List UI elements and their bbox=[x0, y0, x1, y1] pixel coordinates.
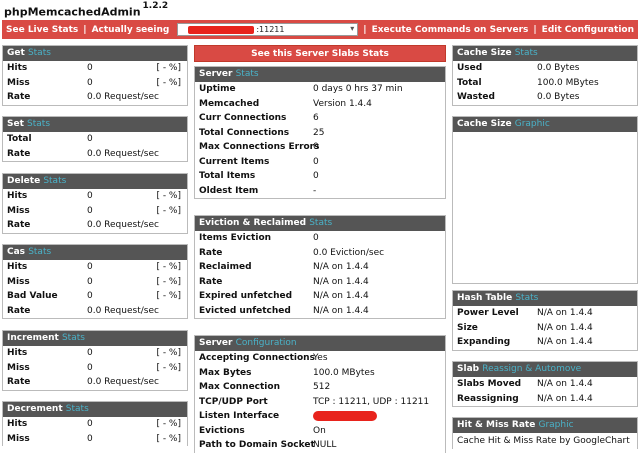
cache-size-graphic-panel: Cache Size Graphic bbox=[452, 116, 638, 284]
stat-row: Hits 0[ - %] bbox=[7, 191, 181, 202]
panel-header: Eviction & Reclaimed Stats bbox=[195, 216, 445, 231]
stat-row: Max Bytes 100.0 MBytes bbox=[199, 367, 375, 378]
redacted-host bbox=[188, 26, 255, 34]
hash-table-panel: Hash Table Stats Power Level N/A on 1.4.4… bbox=[452, 290, 638, 351]
cache-size-stats-panel: Cache Size Stats Used 0.0 Bytes Total 100.… bbox=[452, 45, 638, 106]
edit-configuration-link[interactable]: Edit Configuration bbox=[541, 24, 634, 35]
stat-row: Oldest Item - bbox=[199, 185, 317, 196]
panel-header: Set Stats bbox=[3, 117, 187, 132]
delete-stats-panel: Delete Stats Hits 0[ - %] Miss 0[ - %] Rat… bbox=[2, 173, 188, 234]
stat-row: Items Eviction 0 bbox=[199, 233, 319, 244]
live-stats-link[interactable]: See Live Stats bbox=[6, 24, 79, 35]
server-configuration-panel: Server Configuration Accepting Connectio… bbox=[194, 335, 446, 453]
server-stats-panel: Server Stats Uptime 0 days 0 hrs 37 min M… bbox=[194, 66, 446, 199]
get-stats-panel: Get Stats Hits 0[ - %] Miss 0[ - %] Rate 0.… bbox=[2, 45, 188, 106]
stat-row: Rate 0.0 Request/sec bbox=[7, 305, 159, 316]
stat-row: Miss 0[ - %] bbox=[7, 77, 181, 88]
app-title: phpMemcachedAdmin 1.2.2 bbox=[4, 1, 169, 19]
decrement-stats-panel: Decrement Stats Hits 0[ - %] Miss 0[ - %] bbox=[2, 401, 188, 446]
stat-row: Rate 0.0 Request/sec bbox=[7, 377, 159, 388]
stat-row: Expanding N/A on 1.4.4 bbox=[457, 337, 593, 348]
panel-header: Decrement Stats bbox=[3, 402, 187, 417]
panel-header: Cache Size Graphic bbox=[453, 117, 637, 132]
stat-row: Size N/A on 1.4.4 bbox=[457, 322, 593, 333]
actually-seeing-label: Actually seeing bbox=[91, 24, 170, 35]
stat-row: Miss 0[ - %] bbox=[7, 276, 181, 287]
panel-header: Hit & Miss Rate Graphic bbox=[453, 418, 637, 433]
stat-row: Max Connections Errors 0 bbox=[199, 142, 320, 153]
stat-row: Hits 0[ - %] bbox=[7, 63, 181, 74]
panel-header: Delete Stats bbox=[3, 174, 187, 189]
stat-row: Evicted unfetched N/A on 1.4.4 bbox=[199, 305, 369, 316]
stat-row: Total 100.0 MBytes bbox=[457, 77, 599, 88]
stat-row: Curr Connections 6 bbox=[199, 113, 319, 124]
stat-row: Rate N/A on 1.4.4 bbox=[199, 276, 369, 287]
stat-row: Max Connection 512 bbox=[199, 382, 331, 393]
stat-row: Listen Interface bbox=[195, 409, 445, 424]
hit-miss-graphic-panel: Hit & Miss Rate Graphic Cache Hit & Miss… bbox=[452, 417, 638, 449]
stat-row: Rate 0.0 Request/sec bbox=[7, 148, 159, 159]
server-select[interactable]: :11211 ▾ bbox=[177, 23, 359, 36]
slab-reassign-panel: Slab Reassign & Automove Slabs Moved N/A … bbox=[452, 361, 638, 407]
panel-header: Slab Reassign & Automove bbox=[453, 362, 637, 377]
stat-row: Rate 0.0 Request/sec bbox=[7, 92, 159, 103]
stat-row: Accepting Connections Yes bbox=[199, 353, 328, 364]
execute-commands-link[interactable]: Execute Commands on Servers bbox=[371, 24, 529, 35]
stat-row: Hits 0[ - %] bbox=[7, 348, 181, 359]
stat-row: Slabs Moved N/A on 1.4.4 bbox=[457, 379, 593, 390]
set-stats-panel: Set Stats Total 0 Rate 0.0 Request/sec bbox=[2, 116, 188, 162]
panel-header: Server Stats bbox=[195, 67, 445, 82]
stat-row: Miss 0[ - %] bbox=[7, 433, 181, 444]
panel-header: Cache Size Stats bbox=[453, 46, 637, 61]
stat-row: Total Connections 25 bbox=[199, 127, 325, 138]
stat-row: Wasted 0.0 Bytes bbox=[457, 92, 580, 103]
panel-header: Hash Table Stats bbox=[453, 291, 637, 306]
app-version: 1.2.2 bbox=[142, 1, 169, 11]
server-slabs-button[interactable]: See this Server Slabs Stats bbox=[194, 45, 446, 62]
stat-row: Current Items 0 bbox=[199, 156, 319, 167]
hit-miss-chart-caption: Cache Hit & Miss Rate by GoogleChart bbox=[457, 436, 630, 446]
stat-row: TCP/UDP Port TCP : 11211, UDP : 11211 bbox=[199, 396, 430, 407]
panel-header: Server Configuration bbox=[195, 336, 445, 351]
top-nav-bar: See Live Stats | Actually seeing :11211 … bbox=[2, 20, 638, 39]
stat-row: Expired unfetched N/A on 1.4.4 bbox=[199, 291, 369, 302]
stat-row: Memcached Version 1.4.4 bbox=[199, 98, 372, 109]
stat-row: Rate 0.0 Eviction/sec bbox=[199, 247, 385, 258]
stat-row: Miss 0[ - %] bbox=[7, 205, 181, 216]
stat-row: Total Items 0 bbox=[199, 171, 319, 182]
panel-header: Cas Stats bbox=[3, 245, 187, 260]
stat-row: Path to Domain Socket NULL bbox=[199, 440, 337, 451]
stat-row: Uptime 0 days 0 hrs 37 min bbox=[199, 84, 403, 95]
server-port: :11211 bbox=[256, 25, 285, 34]
panel-header: Increment Stats bbox=[3, 331, 187, 346]
redacted-listen-interface bbox=[313, 411, 377, 422]
stat-row: Reclaimed N/A on 1.4.4 bbox=[199, 262, 369, 273]
stat-row: Rate 0.0 Request/sec bbox=[7, 220, 159, 231]
chevron-down-icon: ▾ bbox=[350, 24, 355, 33]
eviction-reclaimed-panel: Eviction & Reclaimed Stats Items Evictio… bbox=[194, 215, 446, 319]
stat-row: Evictions On bbox=[199, 425, 326, 436]
stat-row: Hits 0[ - %] bbox=[7, 419, 181, 430]
stat-row: Total 0 bbox=[7, 134, 93, 145]
increment-stats-panel: Increment Stats Hits 0[ - %] Miss 0[ - %] … bbox=[2, 330, 188, 391]
stat-row: Bad Value 0[ - %] bbox=[7, 291, 181, 302]
stat-row: Reassigning N/A on 1.4.4 bbox=[457, 393, 593, 404]
stat-row: Power Level N/A on 1.4.4 bbox=[457, 308, 593, 319]
stat-row: Miss 0[ - %] bbox=[7, 362, 181, 373]
stat-row: Used 0.0 Bytes bbox=[457, 63, 580, 74]
stat-row: Hits 0[ - %] bbox=[7, 262, 181, 273]
panel-header: Get Stats bbox=[3, 46, 187, 61]
cas-stats-panel: Cas Stats Hits 0[ - %] Miss 0[ - %] Bad Va… bbox=[2, 244, 188, 319]
